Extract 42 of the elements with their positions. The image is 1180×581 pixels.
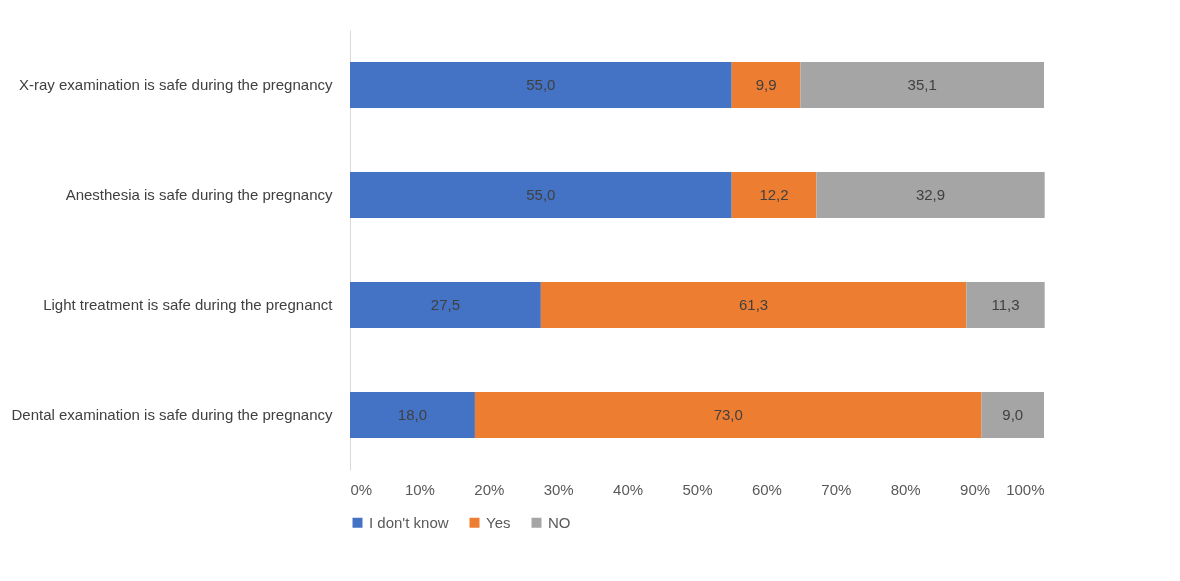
data-label: 9,9: [755, 76, 777, 93]
x-tick-label: 50%: [682, 480, 713, 498]
legend-label: Yes: [486, 513, 511, 531]
data-label: 9,0: [1002, 406, 1024, 423]
x-tick-label: 60%: [751, 480, 782, 498]
bar: [350, 282, 541, 328]
data-label: 12,2: [759, 186, 789, 203]
x-tick-label: 10%: [404, 480, 435, 498]
x-tick-label: 100%: [1006, 480, 1045, 498]
y-tick-label: Dental examination is safe during the pregnancy: [11, 406, 333, 423]
bar: [816, 172, 1045, 218]
bar: [966, 282, 1045, 328]
data-label: 27,5: [430, 296, 461, 313]
x-tick-label: 90%: [960, 480, 991, 498]
legend-label: NO: [548, 513, 571, 531]
y-tick-label: Light treatment is safe during the pregnanct: [43, 296, 334, 313]
data-label: 73,0: [713, 406, 743, 423]
x-tick-label: 20%: [474, 480, 505, 498]
y-tick-label: X-ray examination is safe during the pregnancy: [18, 76, 333, 93]
bar: [350, 172, 732, 218]
bar: [540, 282, 967, 328]
bar: [350, 392, 475, 438]
data-label: 18,0: [397, 406, 428, 423]
bar: [800, 62, 1044, 108]
bar: [474, 392, 982, 438]
x-tick-label: 80%: [890, 480, 921, 498]
data-label: 32,9: [915, 186, 946, 203]
y-tick-label: Anesthesia is safe during the pregnancy: [65, 186, 333, 203]
x-tick-label: 40%: [613, 480, 644, 498]
x-tick-label: 30%: [543, 480, 574, 498]
legend-label: I don't know: [369, 513, 449, 531]
bar: [731, 172, 817, 218]
x-tick-label: 70%: [821, 480, 852, 498]
bar: [731, 62, 801, 108]
data-label: 35,1: [907, 76, 937, 93]
data-label: 55,0: [526, 186, 556, 203]
data-label: 55,0: [526, 76, 556, 93]
bar: [350, 62, 732, 108]
data-label: 11,3: [991, 296, 1020, 313]
x-tick-label: 0%: [350, 480, 373, 498]
bar: [981, 392, 1044, 438]
data-label: 61,3: [738, 296, 769, 313]
